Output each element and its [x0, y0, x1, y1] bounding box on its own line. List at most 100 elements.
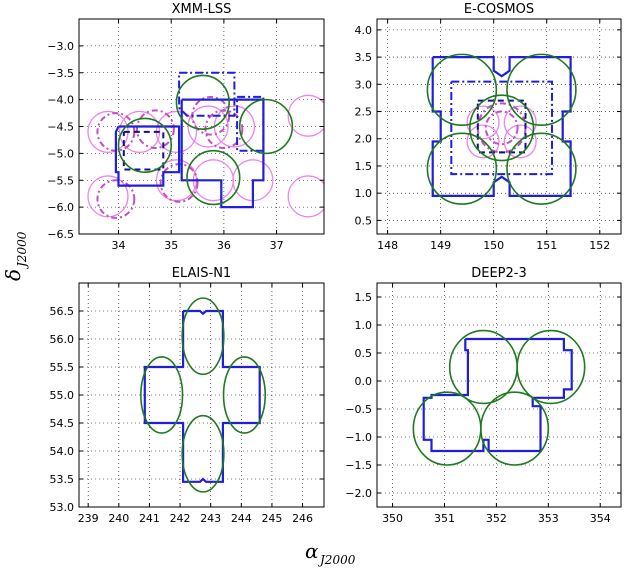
- pink-circle: [503, 124, 537, 159]
- y-tick-label: 56.5: [50, 305, 75, 318]
- y-tick-label: 54.0: [50, 445, 75, 458]
- plot-area: [412, 329, 586, 466]
- plot-area: [87, 71, 324, 219]
- x-tick-label: 152: [589, 239, 610, 252]
- green-circle: [186, 149, 241, 206]
- chart-title: ELAIS-N1: [172, 266, 231, 281]
- pink-circle: [503, 105, 537, 140]
- x-tick-label: 245: [261, 512, 282, 525]
- y-tick-label: −2.0: [345, 487, 372, 500]
- y-tick-label: 53.0: [50, 501, 75, 514]
- x-tick-label: 354: [590, 512, 611, 525]
- green-circle: [222, 356, 267, 434]
- pink-circle: [466, 124, 500, 159]
- green-circle: [506, 53, 577, 126]
- y-tick-label: −6.5: [47, 228, 74, 241]
- y-tick-label: −1.5: [345, 459, 372, 472]
- y-tick-label: −5.5: [47, 174, 74, 187]
- x-tick-label: 242: [170, 512, 191, 525]
- plot-area: [140, 297, 267, 493]
- pink-circle: [287, 94, 324, 137]
- green-circle: [426, 53, 498, 126]
- x-tick-label: 241: [139, 512, 160, 525]
- outline-path: [114, 125, 181, 187]
- pink-circle: [87, 175, 129, 218]
- green-circle: [117, 117, 173, 173]
- pink-dashdot-circle: [135, 109, 175, 149]
- green-circle: [175, 74, 230, 130]
- green-circle: [469, 94, 535, 162]
- x-tick-label: 351: [434, 512, 455, 525]
- x-tick-label: 37: [270, 239, 284, 252]
- pink-dashdot-circle: [96, 179, 136, 219]
- y-tick-label: −0.5: [345, 403, 372, 416]
- plot-frame: [376, 282, 622, 508]
- y-tick-label: 2.0: [355, 133, 373, 146]
- y-tick-label: 3.0: [355, 78, 373, 91]
- pink-dashdot-circle: [484, 110, 519, 146]
- x-tick-label: 352: [486, 512, 507, 525]
- chart-panel: 350 351 352 353 354 −2.0 −1.5 −1.0 −0.5 0.0 0.5 1.0…: [345, 266, 622, 525]
- x-tick-label: 148: [377, 239, 398, 252]
- y-tick-label: −3.5: [47, 67, 74, 80]
- outline-path: [143, 309, 261, 483]
- y-axis-label: δ: [1, 269, 25, 281]
- chart-title: DEEP2-3: [471, 266, 527, 281]
- green-circle: [480, 391, 550, 466]
- x-tick-label: 35: [164, 239, 178, 252]
- x-tick-label: 150: [483, 239, 504, 252]
- x-tick-label: 151: [536, 239, 557, 252]
- y-tick-label: 1.5: [355, 160, 373, 173]
- x-tick-label: 350: [382, 512, 403, 525]
- outline-path: [431, 55, 572, 197]
- chart-title: E-COSMOS: [464, 2, 534, 17]
- green-circle: [140, 356, 184, 434]
- chart-title: XMM-LSS: [172, 2, 232, 17]
- x-axis-label: α: [305, 539, 319, 563]
- x-tick-label: 239: [78, 512, 99, 525]
- y-tick-label: 0.0: [355, 375, 373, 388]
- x-tick-label: 149: [430, 239, 451, 252]
- y-tick-label: 53.5: [50, 473, 75, 486]
- panels: 34 35 36 37 −6.5 −6.0 −5.5 −5.0 −4.5 −4.0 −3.5 −3.0…: [47, 2, 622, 525]
- dashdot-path: [178, 71, 236, 117]
- y-tick-label: 1.0: [355, 187, 373, 200]
- y-tick-label: 1.5: [355, 291, 373, 304]
- x-tick-label: 34: [112, 239, 126, 252]
- pink-circle: [187, 105, 229, 148]
- pink-circle: [213, 105, 256, 148]
- green-circle: [181, 414, 225, 493]
- green-circle: [426, 132, 498, 205]
- green-circle: [181, 297, 225, 376]
- y-tick-label: 0.5: [355, 347, 373, 360]
- y-tick-label: −5.0: [47, 147, 74, 160]
- y-tick-label: 55.5: [50, 361, 75, 374]
- plot-area: [426, 53, 577, 205]
- green-circle: [506, 132, 577, 205]
- dashdot-path: [450, 80, 553, 176]
- green-circle: [238, 98, 294, 155]
- x-tick-label: 240: [108, 512, 129, 525]
- y-tick-label: 2.5: [355, 106, 373, 119]
- y-tick-label: −1.0: [345, 431, 372, 444]
- x-tick-label: 244: [231, 512, 252, 525]
- x-tick-label: 246: [292, 512, 313, 525]
- dashdot-path: [236, 95, 265, 152]
- chart-panel: 148 149 150 151 152 0.5 1.0 1.5 2.0 2.5 3.0 3.5 4.0 E…: [355, 2, 622, 252]
- x-tick-label: 353: [538, 512, 559, 525]
- green-circle: [516, 329, 586, 405]
- y-tick-label: 55.0: [50, 389, 75, 402]
- plot-frame: [376, 18, 622, 235]
- y-tick-label: 0.5: [355, 214, 373, 227]
- pink-circle: [466, 105, 500, 140]
- y-tick-label: 1.0: [355, 319, 373, 332]
- y-tick-label: 56.0: [50, 333, 75, 346]
- y-axis-label-subscript: J2000: [15, 231, 29, 270]
- x-tick-label: 36: [217, 239, 231, 252]
- dashed-path: [476, 99, 527, 154]
- y-tick-label: −3.0: [47, 40, 74, 53]
- outline-path: [422, 337, 573, 453]
- chart-panel: 34 35 36 37 −6.5 −6.0 −5.5 −5.0 −4.5 −4.0 −3.5 −3.0…: [47, 2, 325, 252]
- y-tick-label: 3.5: [355, 51, 373, 64]
